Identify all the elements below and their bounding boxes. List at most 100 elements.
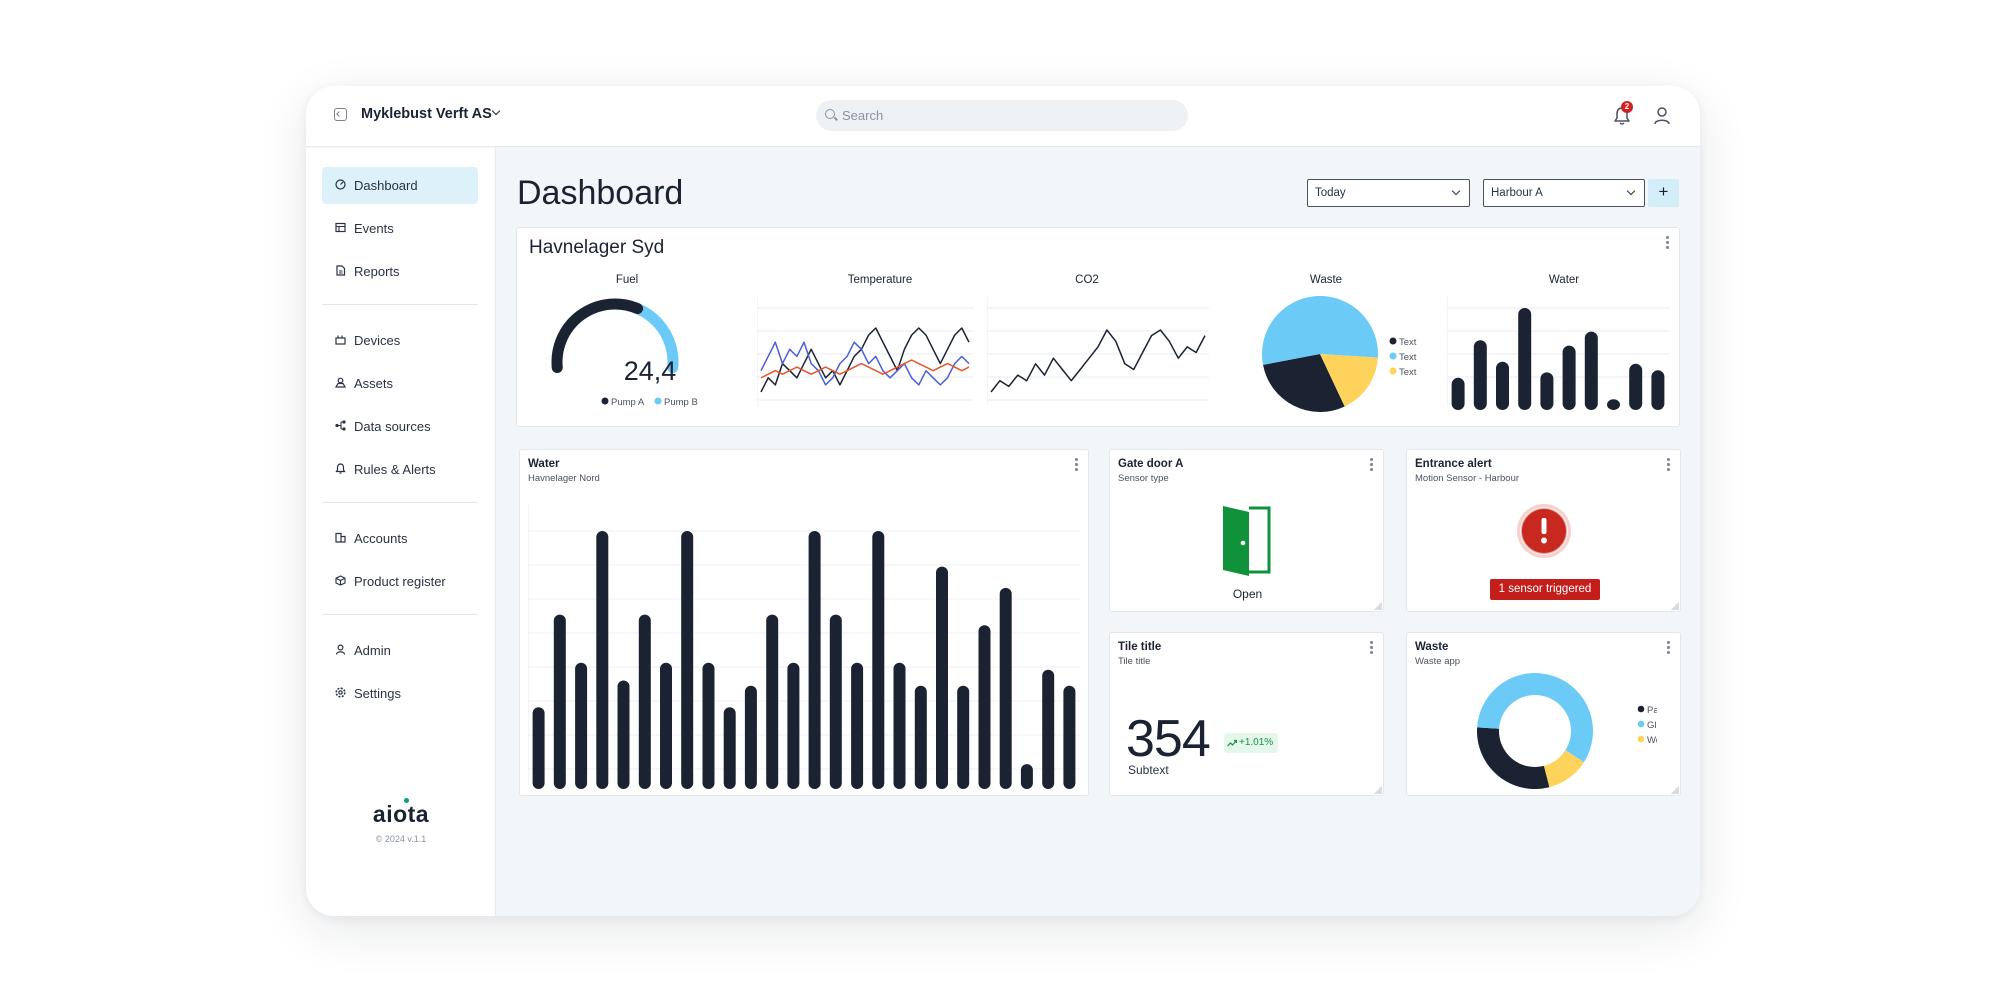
waste-donut-chart: Paper Glass Wood [1477,673,1657,789]
more-options-icon[interactable] [1075,458,1078,471]
legend-dot-1 [1389,337,1397,345]
sidebar-item-label: Assets [354,376,394,391]
data-sources-icon [335,420,346,431]
water-label: Water [1548,274,1580,286]
legend-dot-2 [1389,352,1397,360]
bar [914,685,927,789]
bar [1540,372,1554,410]
sidebar-item-assets[interactable]: Assets [322,365,478,402]
bar [532,707,545,789]
sidebar-item-label: Settings [354,686,401,701]
more-options-icon[interactable] [1370,458,1373,471]
pie-slice-1 [1477,727,1550,789]
entrance-alert-card: Entrance alert Motion Sensor - Harbour 1… [1406,449,1681,612]
resize-handle-icon[interactable] [1374,786,1382,794]
co2-chart [987,296,1209,406]
more-options-icon[interactable] [1370,641,1373,654]
tile-card: Tile title Tile title 354 +1.01% Subtext [1109,632,1384,796]
sidebar-item-label: Events [354,221,394,236]
waste-card-title: Waste [1415,641,1449,653]
bar [744,685,757,789]
accounts-icon [335,532,346,543]
chevron-down-icon[interactable] [491,106,501,116]
bar [808,531,821,789]
resize-handle-icon[interactable] [1374,602,1382,610]
legend-text-2: Text [1399,352,1417,363]
sidebar-item-admin[interactable]: Admin [322,632,478,669]
line-series-1 [760,327,970,393]
more-options-icon[interactable] [1666,236,1669,249]
search-input[interactable] [842,105,1172,126]
bar [617,680,630,789]
bar [575,662,588,789]
sidebar-item-label: Accounts [354,531,408,546]
bar [638,614,651,789]
sidebar-item-data-sources[interactable]: Data sources [322,408,478,445]
line-series-3 [760,359,970,379]
location-select[interactable]: Harbour A [1483,179,1645,207]
sidebar-item-reports[interactable]: Reports [322,253,478,290]
alert-card-title: Entrance alert [1415,458,1492,470]
legend-glass: Glass [1647,720,1657,731]
legend-dot-3 [1389,367,1397,375]
water-card-subtitle: Havnelager Nord [528,473,600,484]
sidebar-item-label: Devices [354,333,401,348]
bar [553,614,566,789]
resize-handle-icon[interactable] [1671,786,1679,794]
sidebar-item-product-register[interactable]: Product register [322,563,478,600]
tile-card-subtitle: Tile title [1118,656,1151,667]
more-options-icon[interactable] [1667,641,1670,654]
sidebar-item-devices[interactable]: Devices [322,322,478,359]
sidebar-item-rules-alerts[interactable]: Rules & Alerts [322,451,478,488]
bar [766,614,779,789]
bar [957,685,970,789]
bar [1042,669,1055,789]
bar [1473,340,1487,410]
sidebar: Dashboard Events Reports Devices Assets … [306,148,496,916]
tile-card-title: Tile title [1118,641,1162,653]
bar [1451,377,1465,410]
gate-door-card: Gate door A Sensor type Open [1109,449,1384,612]
sidebar-item-events[interactable]: Events [322,210,478,247]
add-widget-button[interactable]: + [1648,179,1679,207]
sidebar-item-accounts[interactable]: Accounts [322,520,478,557]
pie-slice-3 [1320,354,1378,407]
chevron-down-icon [1626,186,1636,196]
bar [1629,363,1643,410]
notification-badge: 2 [1621,101,1633,113]
period-select[interactable]: Today [1307,179,1470,207]
alert-card-subtitle: Motion Sensor - Harbour [1415,473,1520,484]
legend-paper: Paper [1647,705,1657,716]
bar [893,662,906,789]
summary-title: Havnelager Syd [529,237,665,258]
more-options-icon[interactable] [1667,458,1670,471]
org-name[interactable]: Myklebust Verft AS [361,106,492,122]
box-icon [335,575,346,586]
alert-status-badge: 1 sensor triggered [1490,579,1600,600]
sidebar-item-dashboard[interactable]: Dashboard [322,167,478,204]
legend-dot-pump-b [654,397,662,405]
collapse-sidebar-icon[interactable] [334,108,347,121]
bar [787,662,800,789]
sidebar-divider [322,502,478,503]
bar [829,614,842,789]
legend-text-1: Text [1399,337,1417,348]
open-door-icon [1223,506,1271,576]
water-card-title: Water [528,458,560,470]
bar [1496,361,1509,410]
copyright: © 2024 v.1.1 [375,834,427,844]
resize-handle-icon[interactable] [1671,602,1679,610]
user-profile-icon[interactable] [1652,105,1672,127]
sidebar-item-label: Rules & Alerts [354,462,436,477]
bar [1020,764,1033,789]
sidebar-item-settings[interactable]: Settings [322,675,478,712]
gear-icon [335,687,346,698]
assets-icon [335,377,346,388]
sidebar-item-label: Reports [354,264,400,279]
sidebar-item-label: Dashboard [354,178,418,193]
bar [660,662,672,789]
legend-dot-wood [1637,735,1645,743]
water-card: Water Havnelager Nord [519,449,1089,796]
line-series-2 [760,341,970,386]
fuel-value: 24,4 [624,356,677,386]
